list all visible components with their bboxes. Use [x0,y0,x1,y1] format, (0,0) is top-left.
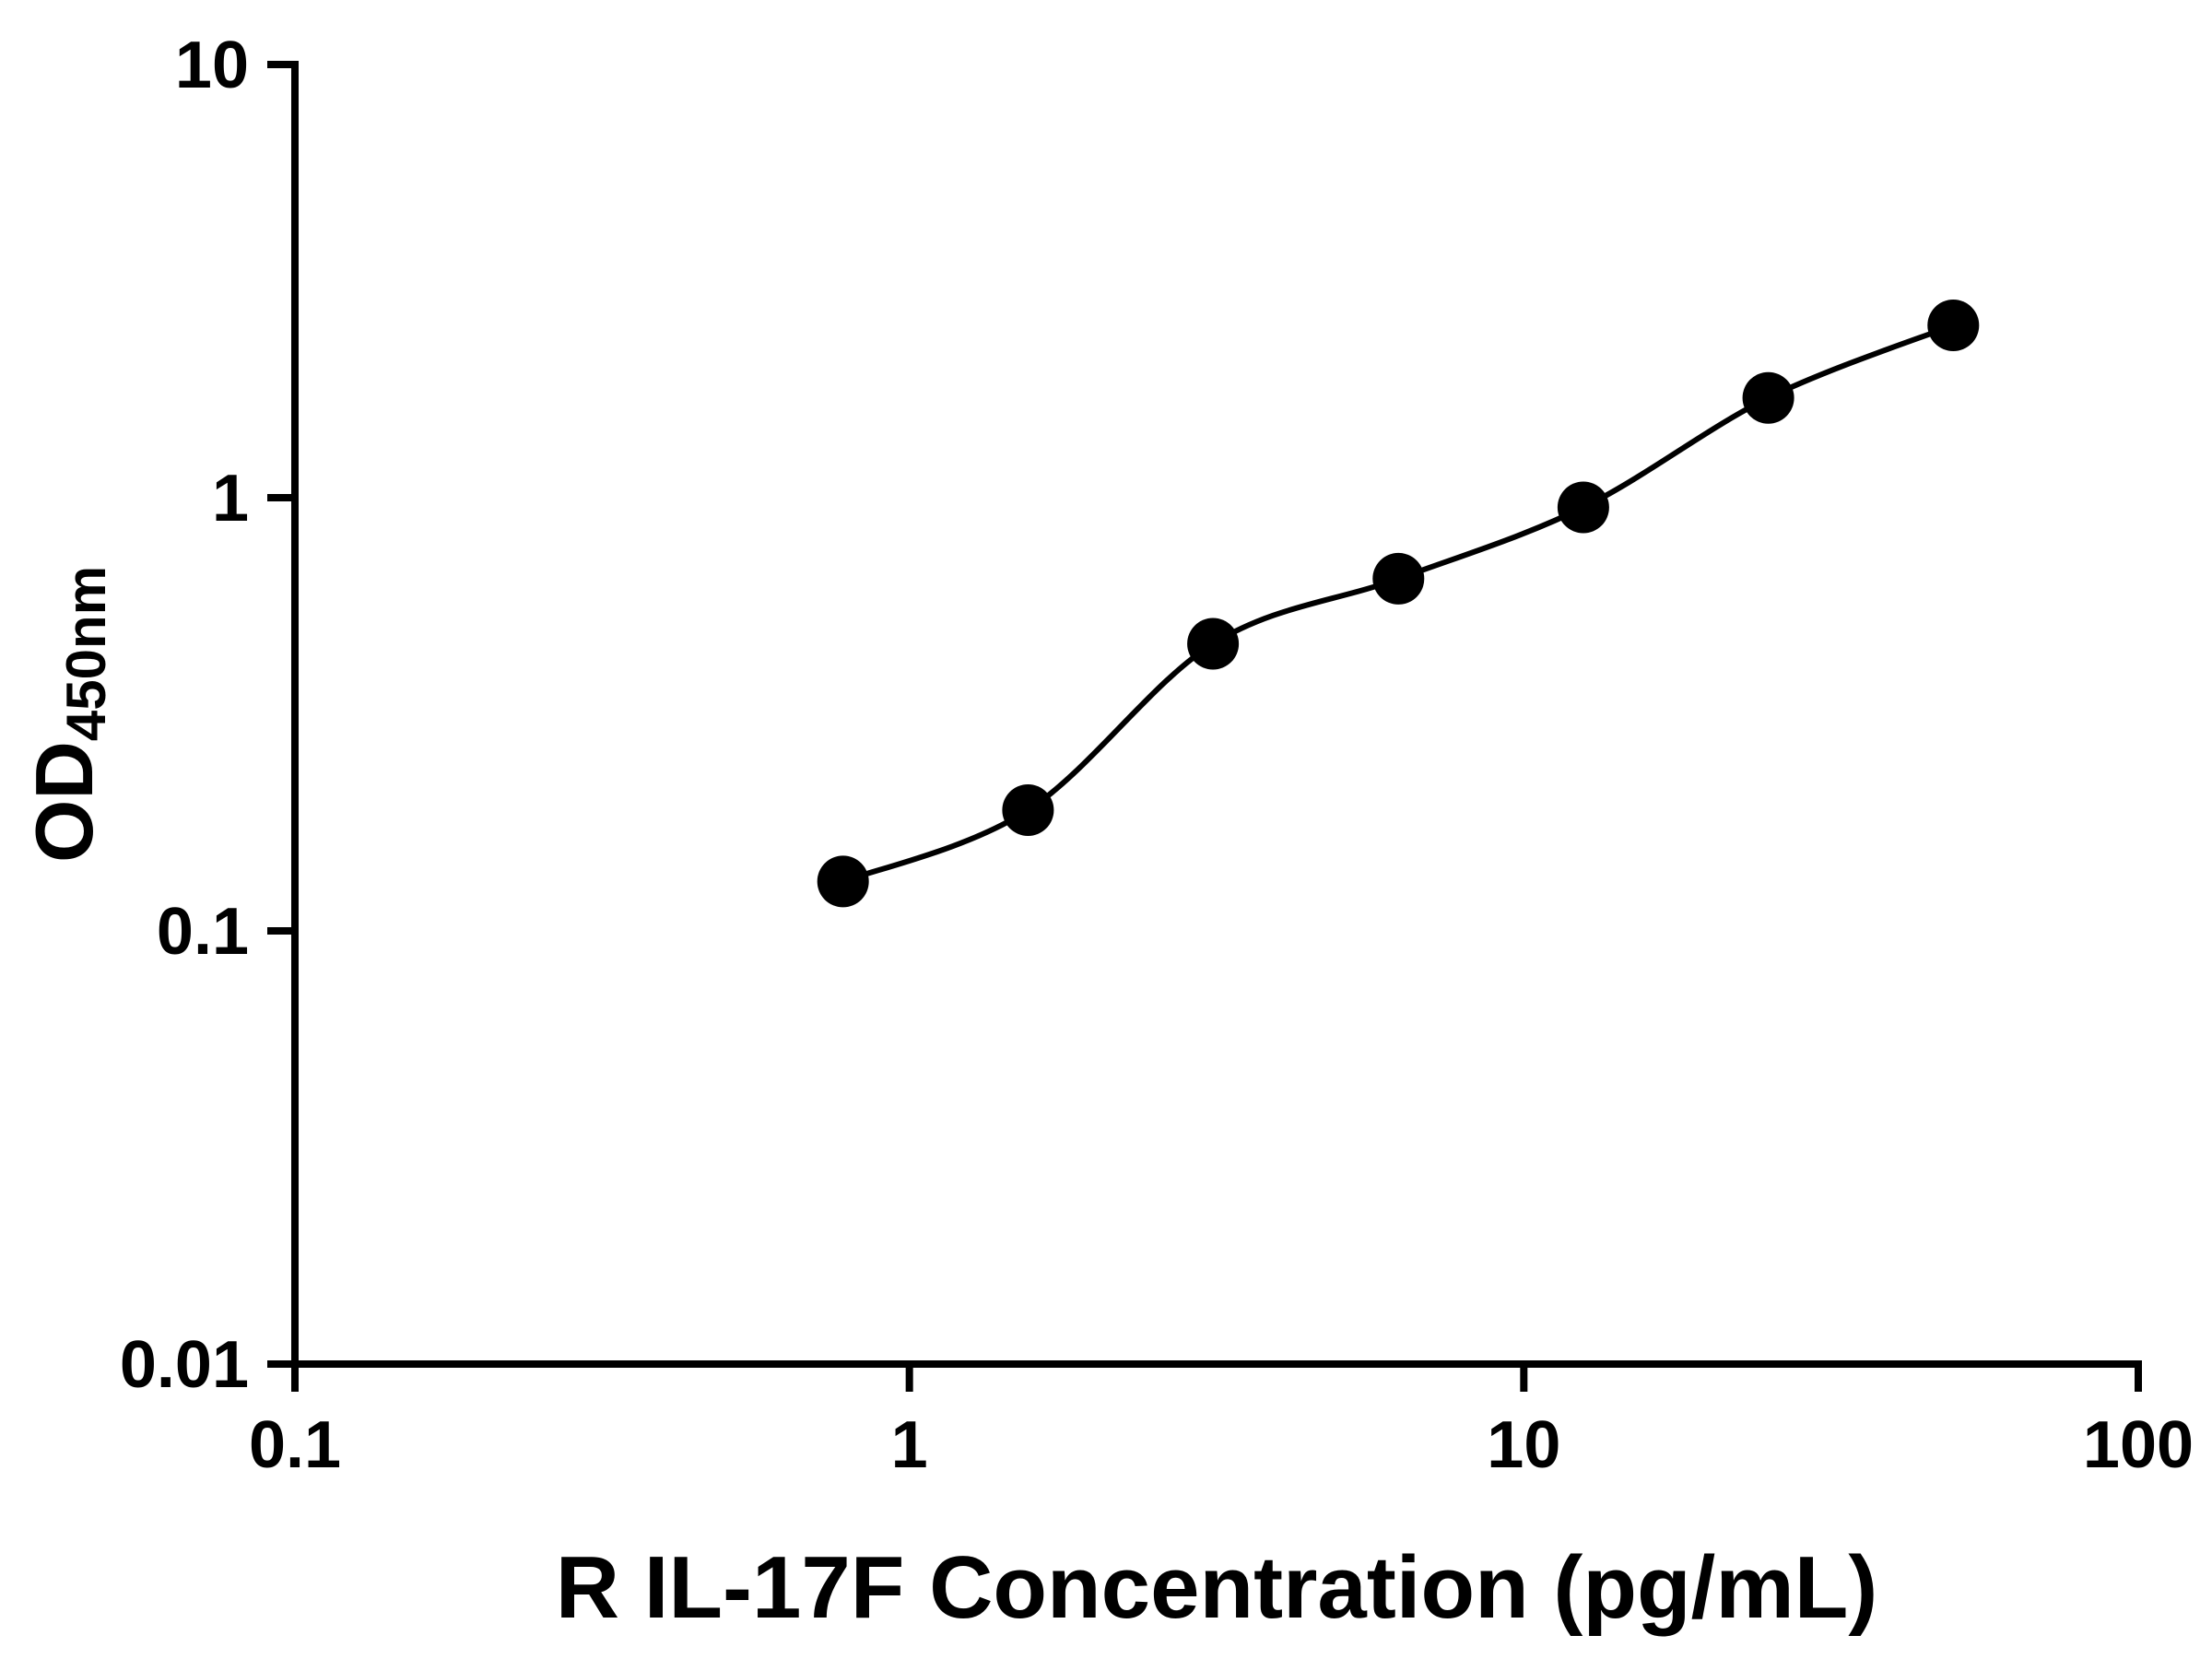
data-point [1002,784,1054,836]
y-tick-label: 0.1 [157,895,249,969]
data-point [1372,552,1425,605]
x-tick-label: 0.1 [249,1408,341,1482]
data-point [1927,300,1980,351]
data-point [1187,618,1240,670]
y-axis-title: OD450nm [18,566,117,863]
y-tick-label: 1 [212,462,249,535]
axes [291,61,2142,1368]
x-tick-label: 1 [891,1408,928,1482]
x-axis-title: R IL-17F Concentration (pg/mL) [556,1538,1878,1637]
data-point [817,855,869,908]
x-tick-label: 100 [2083,1408,2194,1482]
x-tick-label: 10 [1487,1408,1560,1482]
y-tick-label: 0.01 [120,1328,249,1402]
y-tick-label: 10 [175,29,249,102]
data-point [1742,371,1794,424]
data-point [1557,481,1609,534]
